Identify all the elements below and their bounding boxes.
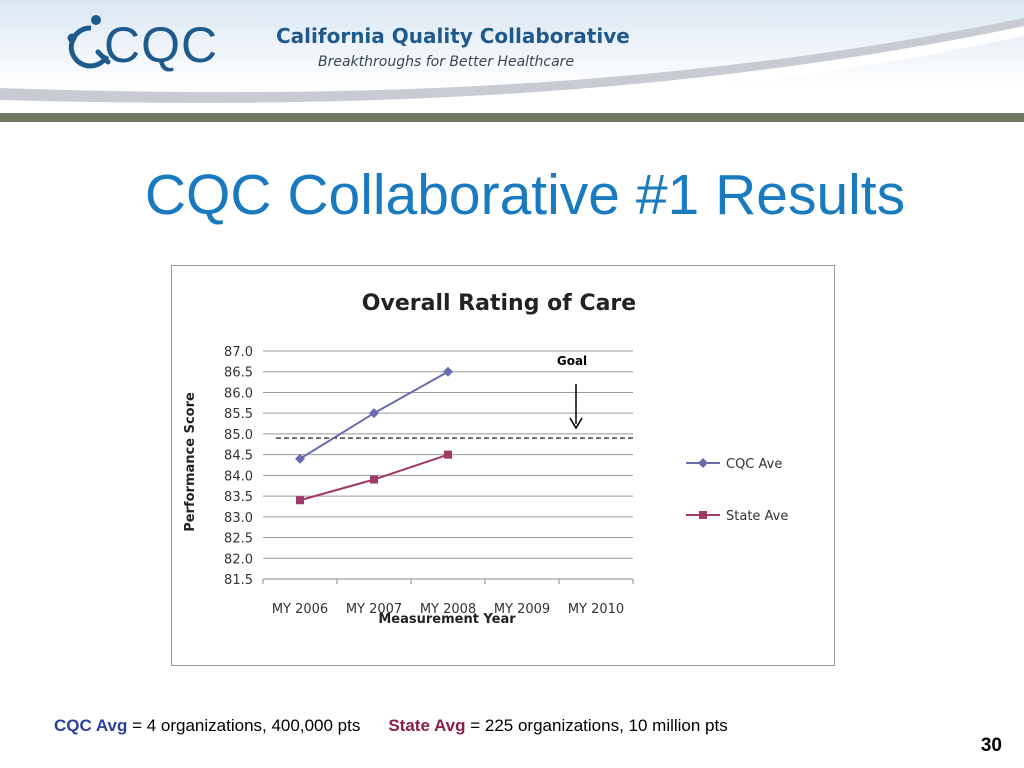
x-tick-label: MY 2008: [420, 602, 476, 617]
chart-container: Overall Rating of Care Performance Score…: [171, 265, 835, 666]
data-point: [296, 496, 304, 505]
legend-marker: [699, 511, 707, 519]
slide-header: CQC California Quality Collaborative Bre…: [0, 0, 1024, 125]
cqc-avg-key: CQC Avg: [54, 716, 128, 735]
data-point: [444, 450, 452, 459]
x-tick-label: MY 2006: [272, 602, 328, 617]
data-point: [369, 408, 379, 419]
legend-label: CQC Ave: [726, 457, 782, 472]
header-rule: [0, 113, 1024, 122]
y-axis-label: Performance Score: [183, 392, 198, 532]
cqc-avg-text: = 4 organizations, 400,000 pts: [127, 716, 361, 735]
org-name: California Quality Collaborative: [276, 24, 630, 48]
y-tick-label: 83.5: [224, 490, 253, 505]
y-tick-label: 84.0: [224, 469, 253, 484]
state-avg-key: State Avg: [388, 716, 466, 735]
tagline: Breakthroughs for Better Healthcare: [318, 54, 575, 70]
legend-label: State Ave: [726, 509, 788, 524]
slide-title: CQC Collaborative #1 Results: [144, 163, 906, 227]
data-point: [370, 475, 378, 484]
logo-text: CQC: [104, 17, 219, 73]
y-tick-label: 87.0: [224, 345, 253, 360]
chart-title: Overall Rating of Care: [362, 291, 636, 316]
y-tick-label: 86.0: [224, 386, 253, 401]
line-chart: Overall Rating of Care Performance Score…: [183, 291, 788, 627]
state-avg-text: = 225 organizations, 10 million pts: [465, 716, 728, 735]
y-tick-label: 85.5: [224, 407, 253, 422]
y-tick-label: 81.5: [224, 573, 253, 588]
footer-note: CQC Avg = 4 organizations, 400,000 pts St…: [54, 716, 728, 736]
data-point: [295, 453, 305, 464]
goal-arrowhead-icon: [569, 417, 583, 430]
data-point: [443, 366, 453, 377]
header-swoosh: [0, 18, 1024, 115]
page-number: 30: [980, 735, 1002, 756]
x-tick-label: MY 2010: [568, 602, 624, 617]
legend-marker: [698, 458, 708, 468]
y-tick-label: 86.5: [224, 366, 253, 381]
goal-label: Goal: [557, 354, 587, 368]
x-tick-label: MY 2009: [494, 602, 550, 617]
cqc-logo: CQC: [58, 8, 248, 74]
y-tick-label: 85.0: [224, 428, 253, 443]
x-tick-label: MY 2007: [346, 602, 402, 617]
x-axis-label: Measurement Year: [378, 612, 516, 627]
y-tick-label: 82.0: [224, 552, 253, 567]
y-tick-label: 82.5: [224, 532, 253, 547]
y-tick-label: 83.0: [224, 511, 253, 526]
y-tick-label: 84.5: [224, 449, 253, 464]
logo-mark-icon: [67, 15, 111, 69]
